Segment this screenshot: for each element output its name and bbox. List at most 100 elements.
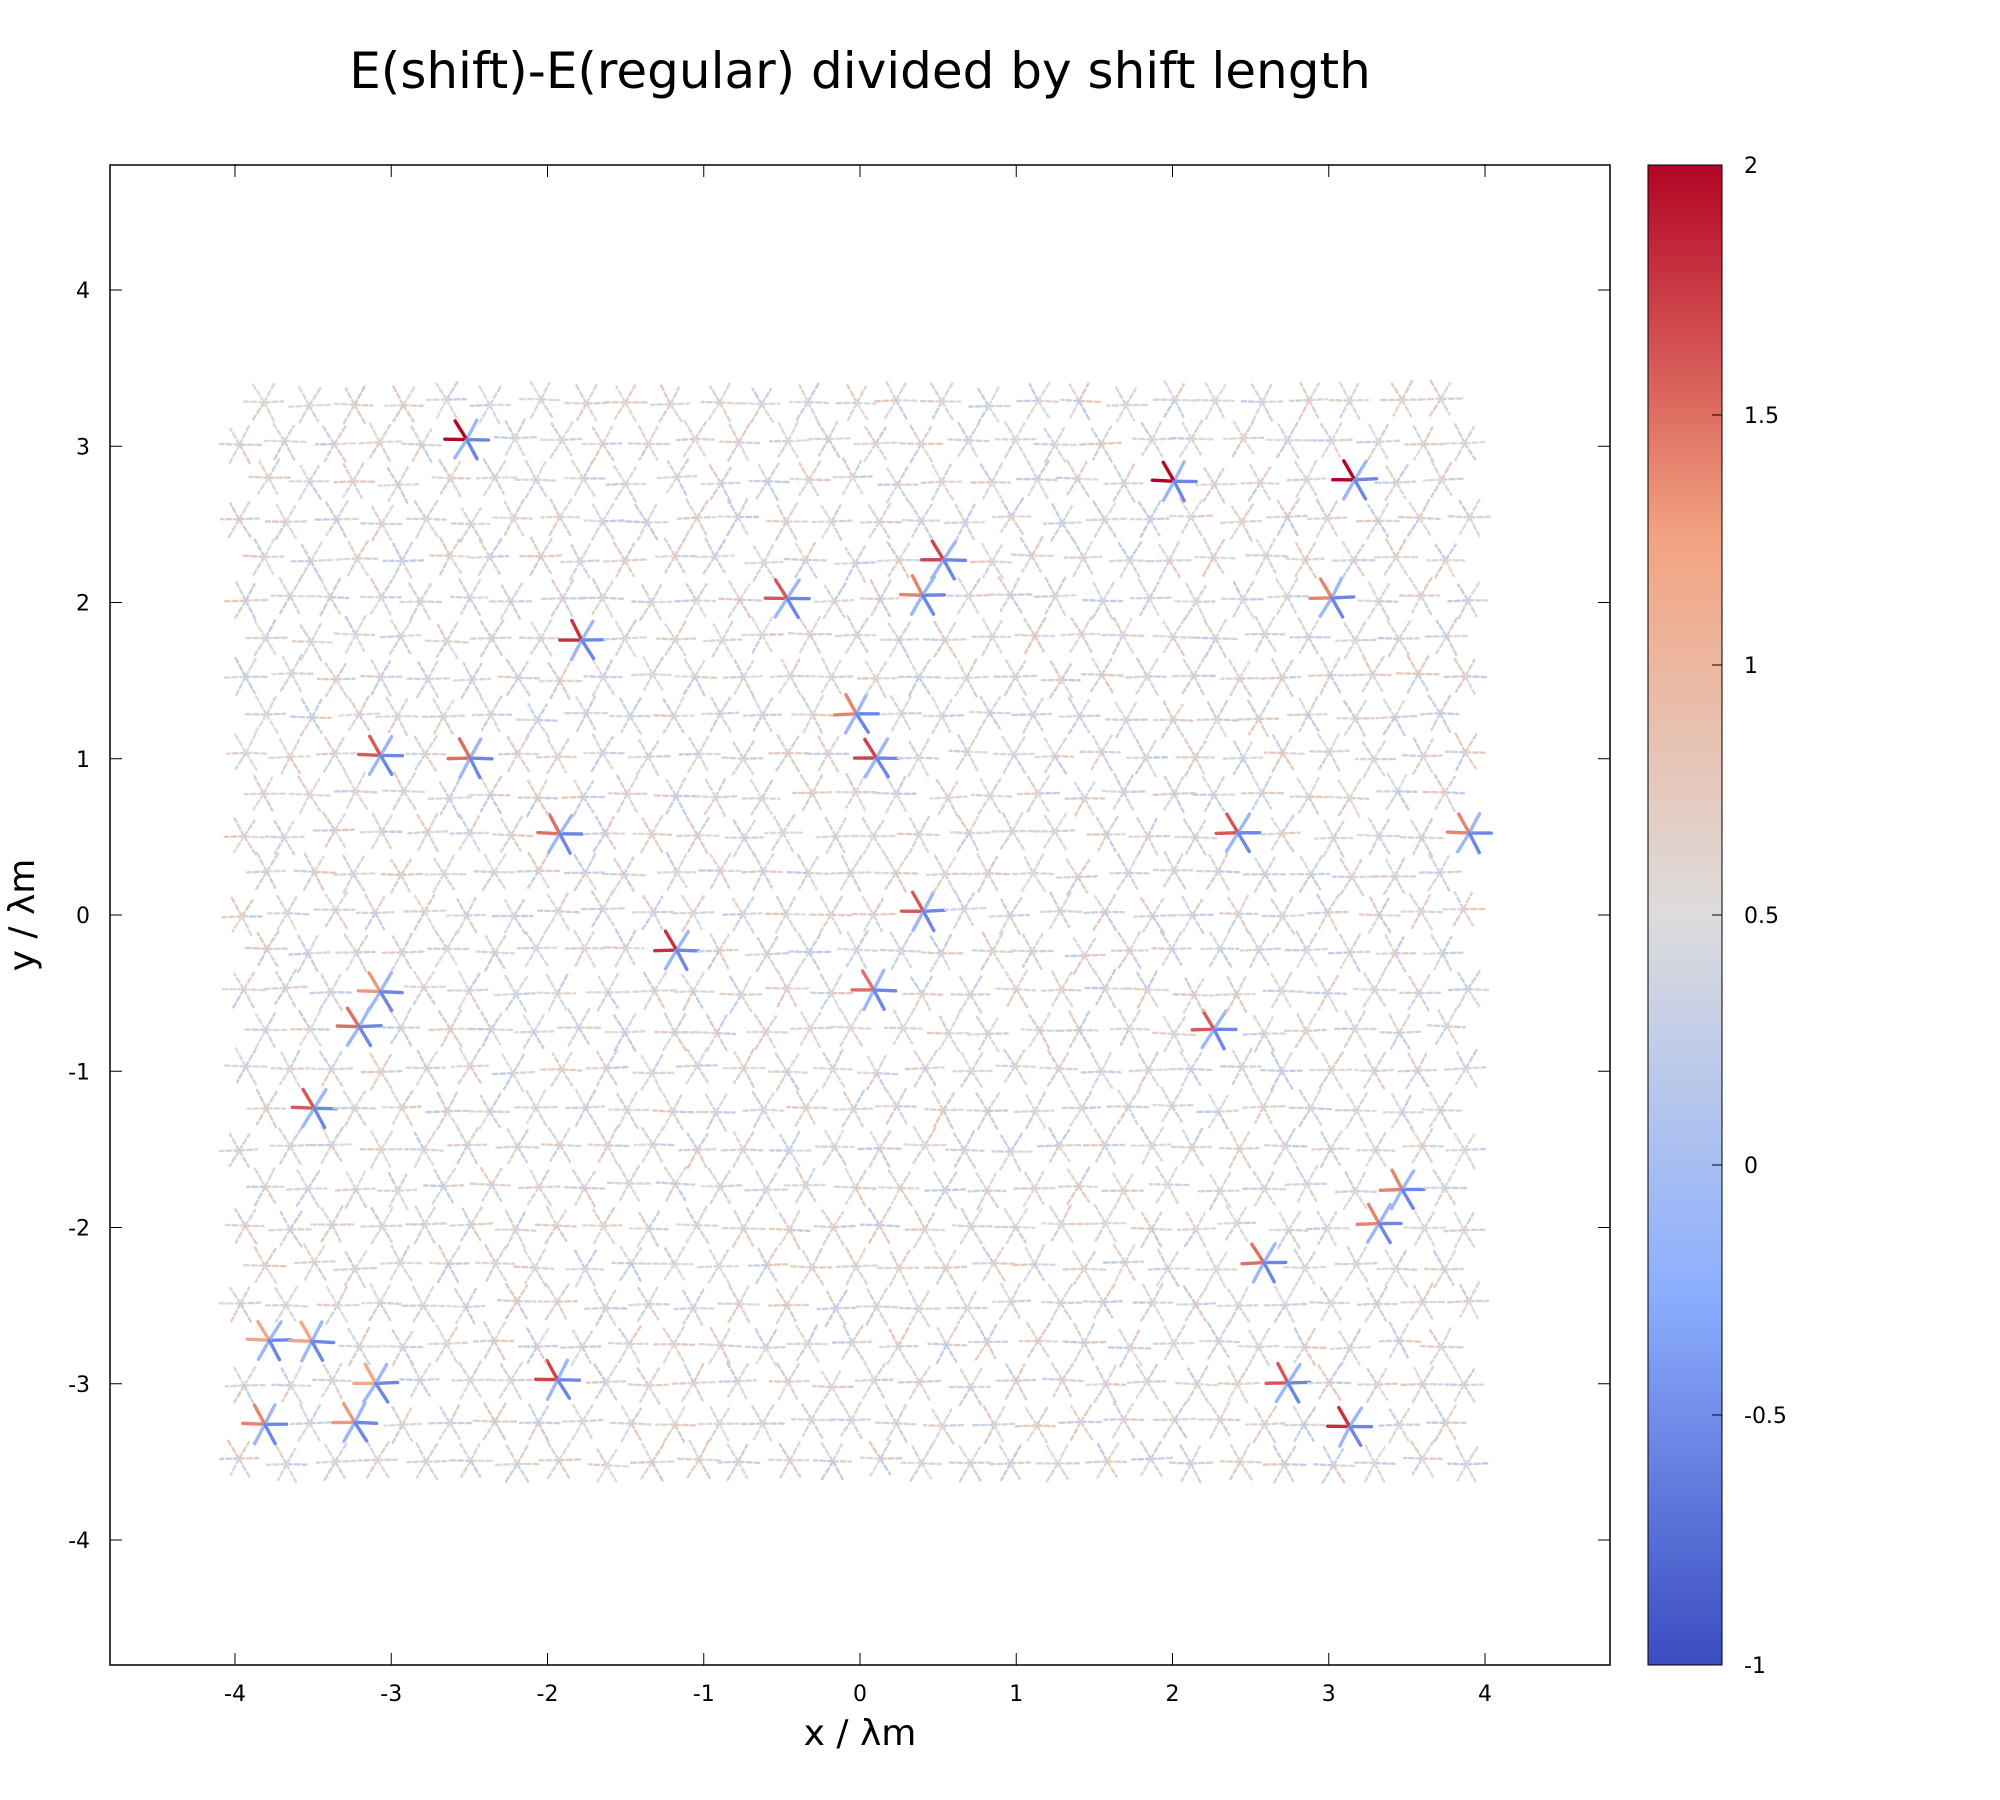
field-arm <box>1265 554 1290 558</box>
field-arm <box>239 1302 252 1323</box>
field-arm <box>869 579 882 601</box>
field-arm <box>550 1068 564 1087</box>
field-arm <box>1090 1051 1103 1073</box>
field-arm <box>456 898 468 917</box>
field-arm <box>776 987 789 1008</box>
field-star <box>472 1401 518 1441</box>
field-arm <box>1176 1227 1198 1232</box>
field-arm <box>993 752 1016 756</box>
field-arm <box>1259 676 1284 680</box>
field-arm <box>324 893 337 912</box>
field-arm <box>605 482 627 486</box>
field-arm <box>912 1125 927 1147</box>
field-arm <box>1305 1182 1318 1203</box>
field-arm <box>1408 576 1423 597</box>
field-arm <box>1194 836 1207 856</box>
field-arm <box>1173 1418 1188 1439</box>
field-arm <box>1255 554 1268 576</box>
field-arm <box>718 1407 731 1426</box>
field-arm <box>1464 658 1476 678</box>
field-arm <box>1409 1300 1424 1322</box>
field-arm <box>885 1088 898 1108</box>
field-star <box>1214 812 1262 854</box>
field-arm <box>1428 1109 1442 1128</box>
field-arm <box>1385 465 1398 484</box>
field-arm <box>1050 521 1064 542</box>
field-star <box>1424 616 1469 657</box>
field-arm <box>929 935 943 955</box>
field-arm <box>673 1307 695 1311</box>
field-arm <box>310 640 333 644</box>
field-arm <box>357 1023 383 1029</box>
field-arm <box>1455 1067 1467 1085</box>
field-arm <box>234 751 248 771</box>
field-arm <box>636 521 649 541</box>
field-arm <box>1112 482 1126 502</box>
field-arm <box>1262 1242 1277 1265</box>
field-arm <box>1354 1189 1368 1210</box>
field-arm <box>750 797 764 816</box>
field-arm <box>1286 595 1297 614</box>
field-arm <box>526 1345 539 1364</box>
field-arm <box>605 1065 630 1070</box>
field-arm <box>754 1263 769 1285</box>
field-arm <box>1065 858 1080 879</box>
field-arm <box>1252 1170 1266 1190</box>
field-arm <box>567 1026 581 1047</box>
field-arm <box>1189 1067 1213 1072</box>
field-arm <box>1296 777 1311 798</box>
field-arm <box>483 1243 497 1265</box>
field-star <box>742 695 782 732</box>
field-arm <box>1060 505 1073 525</box>
field-arm <box>946 796 958 817</box>
field-star <box>518 1403 561 1443</box>
field-arm <box>765 1247 778 1267</box>
field-arm <box>1294 1266 1307 1288</box>
field-arm <box>333 812 346 832</box>
field-arm <box>391 1345 404 1367</box>
field-arm <box>1276 499 1289 518</box>
field-arm <box>802 1418 813 1437</box>
field-star <box>1132 1282 1174 1323</box>
field-star <box>632 815 673 854</box>
field-arm <box>353 1401 367 1425</box>
field-star <box>1377 619 1420 658</box>
field-arm <box>779 1459 792 1479</box>
field-star <box>1148 1165 1190 1205</box>
field-arm <box>492 1321 507 1342</box>
field-arm <box>399 872 424 877</box>
field-arm <box>818 913 833 934</box>
field-arm <box>1355 1221 1381 1227</box>
field-arm <box>954 1148 966 1168</box>
field-arm <box>708 1249 721 1268</box>
field-arm <box>1163 850 1176 872</box>
field-arm <box>445 1342 459 1365</box>
field-arm <box>1444 543 1458 562</box>
field-arm <box>813 1224 835 1229</box>
field-arm <box>969 560 994 564</box>
field-arm <box>256 476 270 496</box>
field-arm <box>1077 1184 1091 1203</box>
field-arm <box>488 1110 502 1129</box>
field-arm <box>1325 1227 1337 1247</box>
field-star <box>270 577 312 615</box>
field-arm <box>788 1228 801 1251</box>
field-star <box>924 1090 964 1130</box>
field-arm <box>265 947 279 968</box>
field-arm <box>956 594 971 615</box>
field-arm <box>558 498 573 519</box>
field-arm <box>1374 1148 1387 1168</box>
field-arm <box>494 1245 507 1265</box>
field-arm <box>482 1321 496 1342</box>
field-arm <box>1456 1051 1467 1070</box>
field-arm <box>728 993 743 1014</box>
field-arm <box>1418 516 1432 536</box>
field-arm <box>697 1342 722 1347</box>
field-arm <box>591 907 605 928</box>
field-arm <box>378 734 394 758</box>
field-arm <box>335 518 347 538</box>
field-arm <box>1190 1145 1213 1149</box>
field-star <box>653 1325 696 1365</box>
field-star <box>587 1125 630 1165</box>
field-star <box>1357 1367 1398 1403</box>
